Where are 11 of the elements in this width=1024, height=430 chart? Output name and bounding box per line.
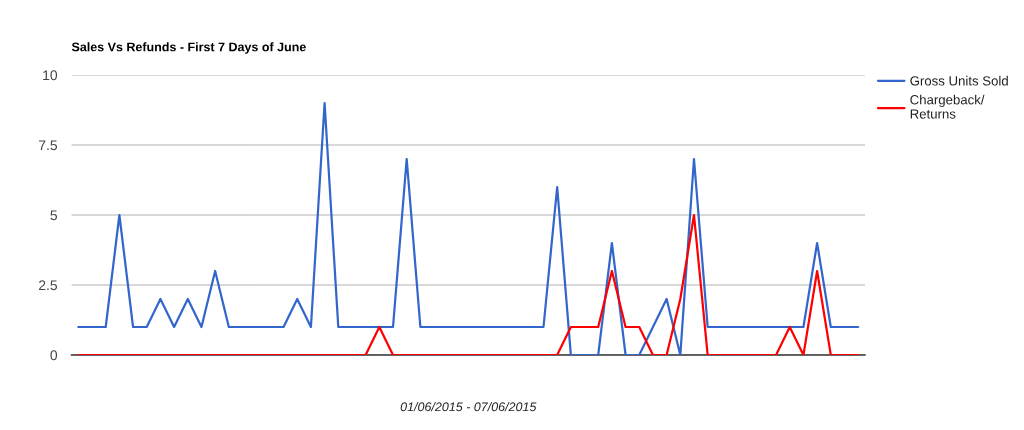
x-axis-title: 01/06/2015 - 07/06/2015	[400, 402, 537, 412]
y-tick-label: 10	[43, 70, 58, 81]
y-tick-label: 0	[50, 350, 58, 361]
legend-label: Chargeback/ Returns	[910, 94, 985, 119]
line-series	[77, 101, 860, 355]
legend-label: Gross Units Sold	[910, 75, 1008, 86]
y-tick-label: 2.5	[39, 280, 58, 291]
y-tick-label: 7.5	[39, 140, 58, 151]
line-series	[77, 213, 860, 355]
y-tick-label: 5	[50, 210, 58, 221]
chart-title: Sales Vs Refunds - First 7 Days of June	[71, 42, 306, 54]
